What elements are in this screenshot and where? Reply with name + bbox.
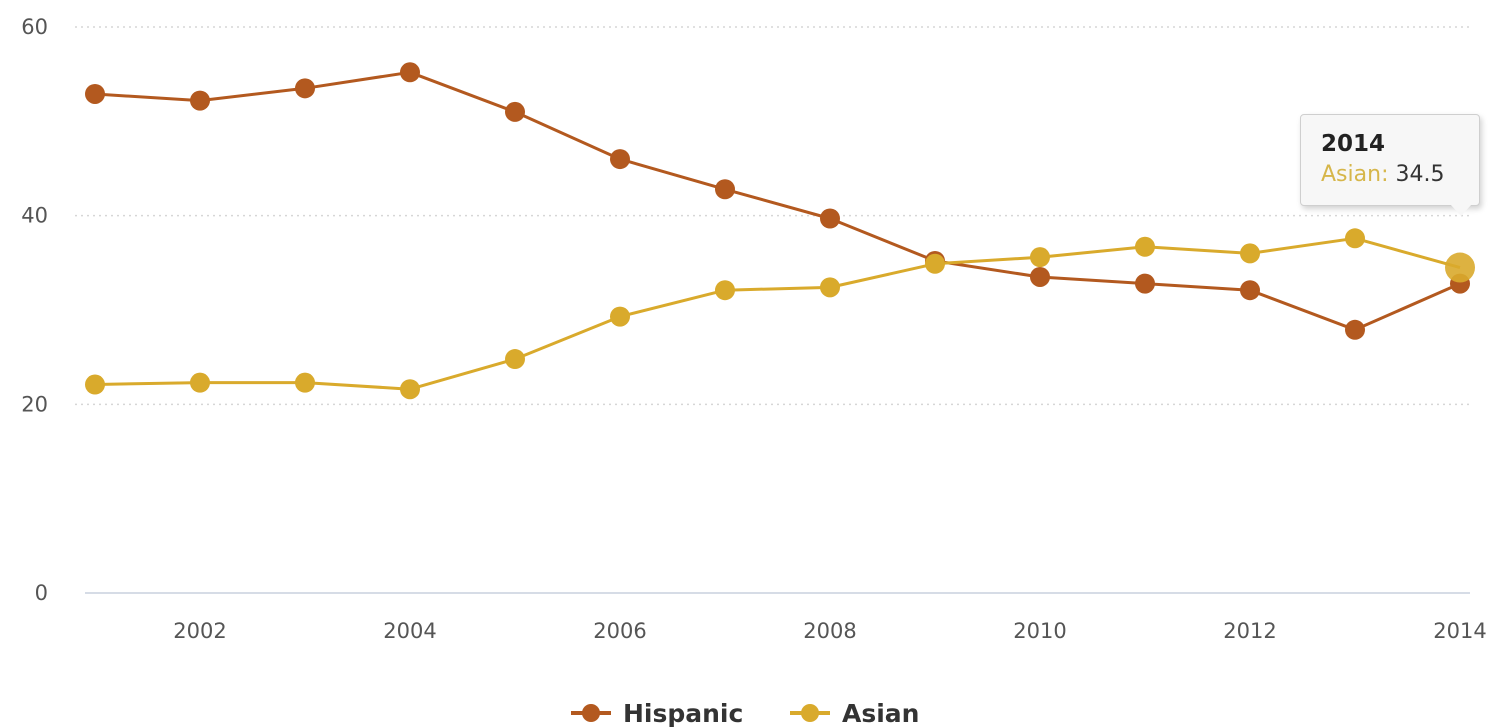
x-axis: 2002 2004 2006 2008 2010 2012 2014: [85, 592, 1487, 643]
data-point-hispanic[interactable]: [610, 149, 630, 170]
data-point-hispanic[interactable]: [1030, 266, 1050, 287]
legend-item-hispanic[interactable]: Hispanic: [571, 699, 743, 728]
x-tick-label: 2004: [383, 619, 436, 643]
series-line-hispanic: [94, 70, 1461, 332]
data-point-asian[interactable]: [1345, 228, 1365, 249]
data-point-asian[interactable]: [715, 280, 735, 301]
data-point-asian[interactable]: [1030, 247, 1050, 268]
data-point-asian[interactable]: [1240, 243, 1260, 264]
data-point-asian[interactable]: [85, 374, 105, 395]
gridlines: [75, 26, 1470, 406]
y-axis: 0 20 40 60: [21, 15, 48, 605]
data-point-asian[interactable]: [190, 372, 210, 393]
data-point-asian[interactable]: [400, 379, 420, 400]
legend-hispanic-label: Hispanic: [623, 699, 743, 728]
y-tick-label: 40: [21, 204, 48, 228]
tooltip-line: Asian: 34.5: [1321, 159, 1479, 191]
data-point-hispanic[interactable]: [1345, 319, 1365, 340]
legend-asian-marker: [801, 704, 819, 722]
tooltip-value: 34.5: [1395, 162, 1445, 187]
legend-item-asian[interactable]: Asian: [790, 699, 919, 728]
data-point-hispanic[interactable]: [190, 90, 210, 111]
data-point-hispanic[interactable]: [820, 208, 840, 229]
y-tick-label: 60: [21, 15, 48, 39]
data-point-asian[interactable]: [295, 372, 315, 393]
x-tick-label: 2002: [173, 619, 226, 643]
x-tick-label: 2008: [803, 619, 856, 643]
series-line-asian: [94, 236, 1461, 391]
data-point-asian[interactable]: [925, 253, 945, 274]
data-point-asian[interactable]: [1135, 236, 1155, 257]
x-tick-label: 2006: [593, 619, 646, 643]
tooltip-colon: :: [1381, 162, 1396, 187]
legend-hispanic-marker: [582, 704, 600, 722]
x-tick-label: 2012: [1223, 619, 1276, 643]
legend-asian-label: Asian: [842, 699, 919, 728]
x-tick-label: 2014: [1433, 619, 1486, 643]
data-point-asian[interactable]: [820, 277, 840, 298]
tooltip: 2014 Asian: 34.5: [1300, 114, 1480, 206]
tooltip-title: 2014: [1321, 131, 1386, 157]
data-point-asian[interactable]: [610, 306, 630, 327]
x-tick-label: 2010: [1013, 619, 1066, 643]
data-point-hispanic[interactable]: [295, 78, 315, 99]
data-point-asian[interactable]: [1445, 252, 1475, 283]
y-tick-label: 20: [21, 392, 48, 416]
data-point-hispanic[interactable]: [505, 101, 525, 122]
data-point-hispanic[interactable]: [1135, 273, 1155, 294]
data-point-hispanic[interactable]: [85, 83, 105, 104]
tooltip-series-label: Asian: [1321, 162, 1382, 187]
data-point-hispanic[interactable]: [715, 179, 735, 200]
series-layer: [85, 62, 1475, 400]
tooltip-arrow: [1450, 204, 1472, 216]
y-tick-label: 0: [35, 581, 48, 605]
legend: Hispanic Asian: [571, 699, 919, 728]
data-point-hispanic[interactable]: [1240, 280, 1260, 301]
data-point-asian[interactable]: [505, 349, 525, 370]
data-point-hispanic[interactable]: [400, 62, 420, 83]
